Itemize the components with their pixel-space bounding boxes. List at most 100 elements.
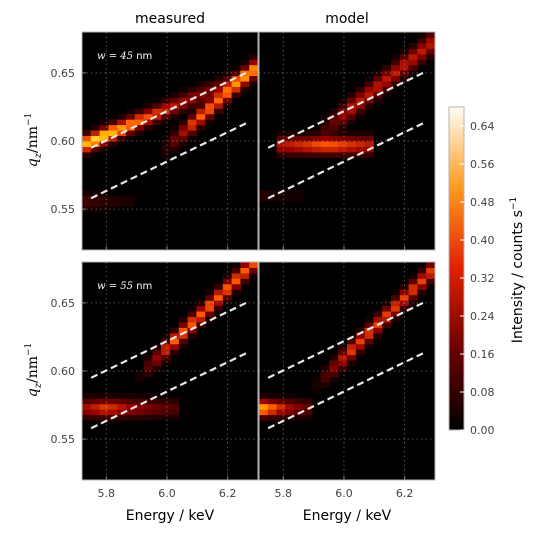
heatmap-cell	[126, 135, 136, 142]
heatmap-cell	[222, 283, 233, 290]
heatmap-cell	[196, 86, 206, 93]
heatmap-cell	[161, 354, 171, 361]
heatmap-cell	[294, 398, 304, 405]
svg-text:qz/nm−1: qz/nm−1	[24, 113, 44, 168]
heatmap-cell	[178, 141, 189, 147]
heatmap-cell	[108, 124, 118, 131]
heatmap-cell	[161, 392, 171, 399]
heatmap-cell	[170, 135, 180, 142]
heatmap-cell	[355, 349, 366, 356]
heatmap-cell	[249, 272, 259, 279]
heatmap-cell	[214, 75, 224, 82]
heatmap-cell	[426, 48, 436, 55]
heatmap-cell	[320, 371, 330, 377]
heatmap-cell	[187, 124, 197, 131]
heatmap-cell	[240, 75, 250, 82]
heatmap-cell	[99, 124, 109, 131]
heatmap-cell	[249, 53, 259, 60]
heatmap-cell	[187, 130, 197, 137]
heatmap-cell	[187, 113, 197, 120]
heatmap-cell	[187, 97, 197, 104]
heatmap-cell	[249, 262, 259, 268]
heatmap-cell	[196, 81, 206, 87]
heatmap-cell	[417, 53, 427, 60]
heatmap-cell	[117, 414, 127, 421]
heatmap-cell	[178, 108, 189, 115]
heatmap-cell	[399, 294, 410, 301]
heatmap-cell	[417, 32, 427, 38]
heatmap-cell	[126, 398, 136, 405]
heatmap-cell	[143, 365, 153, 372]
heatmap-cell	[240, 64, 250, 71]
y-tick-label: 0.60	[51, 365, 76, 378]
heatmap-cell	[82, 135, 92, 142]
heatmap-cell	[117, 392, 127, 399]
heatmap-cell	[426, 53, 436, 60]
heatmap-cell	[259, 392, 269, 399]
heatmap-cell	[408, 272, 418, 279]
heatmap-cell	[82, 409, 92, 416]
colorbar-label-exp: −1	[509, 197, 519, 210]
heatmap-cell	[240, 59, 250, 66]
heatmap-cell	[134, 124, 145, 131]
heatmap-cell	[161, 135, 171, 142]
heatmap-cell	[285, 190, 295, 196]
heatmap-cell	[178, 135, 189, 142]
heatmap-cell	[417, 289, 427, 296]
heatmap-cell	[364, 141, 374, 147]
heatmap-cell	[382, 300, 392, 307]
colorbar-gradient	[448, 106, 465, 431]
heatmap-cell	[320, 113, 330, 120]
heatmap-cell	[355, 130, 366, 137]
heatmap-cell	[214, 86, 224, 93]
heatmap-cell	[311, 387, 322, 394]
heatmap-cell	[134, 371, 145, 377]
heatmap-cell	[320, 381, 330, 388]
heatmap-cell	[214, 91, 224, 98]
heatmap-cell	[99, 403, 109, 410]
heatmap-cell	[417, 59, 427, 66]
heatmap-cell	[311, 130, 322, 137]
heatmap-cell	[178, 332, 189, 339]
heatmap-cell	[231, 91, 241, 98]
annotation-var: w	[97, 51, 106, 62]
heatmap-cell	[196, 102, 206, 109]
heatmap-cell	[134, 376, 145, 383]
heatmap-cell	[364, 102, 374, 109]
heatmap-cell	[196, 97, 206, 104]
heatmap-cell	[117, 119, 127, 126]
heatmap-cell	[152, 403, 162, 410]
heatmap-cell	[82, 414, 92, 421]
heatmap-cell	[178, 338, 189, 345]
heatmap-cell	[108, 135, 118, 142]
heatmap-cell	[90, 398, 101, 405]
heatmap-cell	[399, 289, 410, 296]
heatmap-cell	[408, 289, 418, 296]
y-label-unit: /nm	[25, 126, 41, 153]
heatmap-cell	[134, 130, 145, 137]
heatmap-cell	[90, 135, 101, 142]
heatmap-cell	[276, 398, 286, 405]
heatmap-cell	[187, 91, 197, 98]
heatmap-cell	[382, 64, 392, 71]
heatmap-cell	[187, 321, 197, 328]
heatmap-cell	[338, 124, 348, 131]
heatmap-cell	[338, 354, 348, 361]
colorbar-tick-label: 0.08	[470, 386, 495, 399]
heatmap-cell	[347, 119, 357, 126]
heatmap-cell	[382, 321, 392, 328]
heatmap-cell	[408, 53, 418, 60]
heatmap-cell	[364, 332, 374, 339]
heatmap-cell	[82, 190, 92, 196]
y-tick-label: 0.55	[51, 433, 76, 446]
heatmap-cell	[338, 349, 348, 356]
heatmap-cell	[408, 42, 418, 49]
heatmap-cell	[320, 376, 330, 383]
heatmap-cell	[294, 409, 304, 416]
heatmap-cell	[205, 113, 215, 120]
heatmap-cell	[90, 190, 101, 196]
heatmap-cell	[152, 414, 162, 421]
heatmap-cell	[329, 141, 339, 147]
heatmap-cell	[170, 414, 180, 421]
heatmap-cell	[222, 289, 233, 296]
